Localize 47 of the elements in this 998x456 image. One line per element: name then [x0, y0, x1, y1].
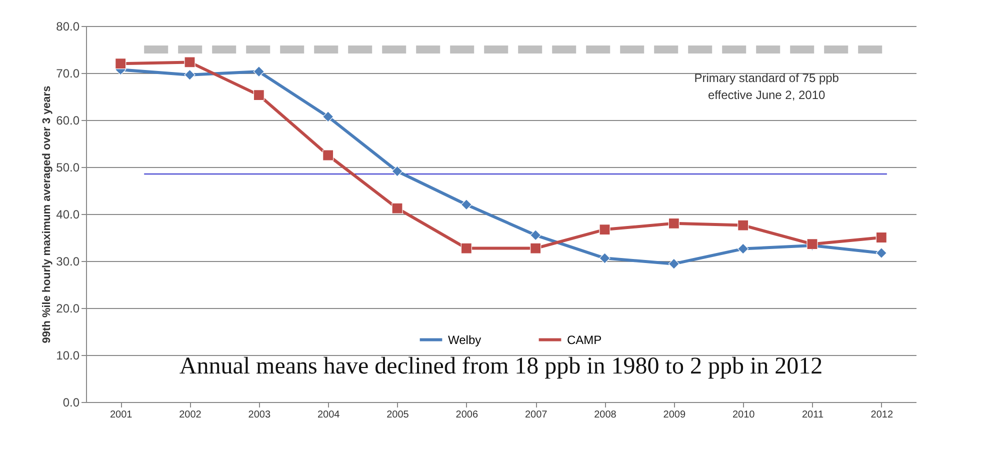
annotation: Annual means have declined from 18 ppb in 1980 to 2 ppb in 2012 — [179, 353, 823, 380]
point — [460, 199, 472, 210]
point — [253, 66, 264, 78]
point — [184, 56, 196, 68]
x-tick-label: 2008 — [594, 410, 617, 420]
point — [738, 243, 749, 254]
y-tick-label: 10.0 — [56, 348, 80, 362]
point — [184, 69, 196, 80]
point — [392, 166, 403, 177]
point — [322, 150, 334, 161]
y-tick-label: 70.0 — [56, 66, 80, 80]
x-tick-label: 2009 — [663, 410, 686, 420]
x-tick-label: 2003 — [248, 410, 271, 420]
x-tick-label: 2007 — [524, 410, 548, 420]
point — [599, 224, 610, 236]
point — [668, 258, 680, 270]
y-tick-label: 60.0 — [56, 114, 80, 128]
y-axis-title: 99th %ile hourly maximum averaged over 3 years — [41, 86, 54, 344]
point — [460, 242, 472, 254]
point — [876, 247, 887, 259]
x-tick-label: 2006 — [456, 410, 478, 420]
x-tick-label: 2011 — [802, 410, 824, 420]
x-tick-label: 2012 — [870, 410, 894, 420]
point — [530, 242, 542, 254]
y-tick-label: 0.0 — [62, 396, 80, 410]
x-tick-label: 2001 — [110, 410, 133, 420]
y-tick-label: 40.0 — [56, 208, 80, 222]
point — [738, 220, 749, 231]
point — [115, 58, 126, 70]
point — [253, 90, 264, 101]
point — [668, 218, 680, 229]
y-tick-label: 50.0 — [56, 160, 80, 174]
point — [876, 232, 887, 244]
point — [599, 252, 610, 264]
x-tick-label: 2010 — [732, 410, 756, 420]
point — [530, 230, 542, 241]
point — [322, 111, 334, 122]
y-tick-label: 20.0 — [56, 302, 80, 316]
x-tick-label: 2002 — [179, 410, 202, 420]
x-tick-label: 2005 — [386, 410, 410, 420]
point — [392, 202, 403, 214]
y-tick-label: 30.0 — [56, 254, 80, 268]
y-tick-label: 80.0 — [56, 20, 80, 34]
ref-line-label: Primary standard of 75 ppb effective June 2, 2010 — [694, 71, 840, 102]
legend-label: CAMP — [567, 332, 602, 347]
x-tick-label: 2004 — [317, 410, 340, 420]
legend-label: Welby — [448, 332, 482, 347]
